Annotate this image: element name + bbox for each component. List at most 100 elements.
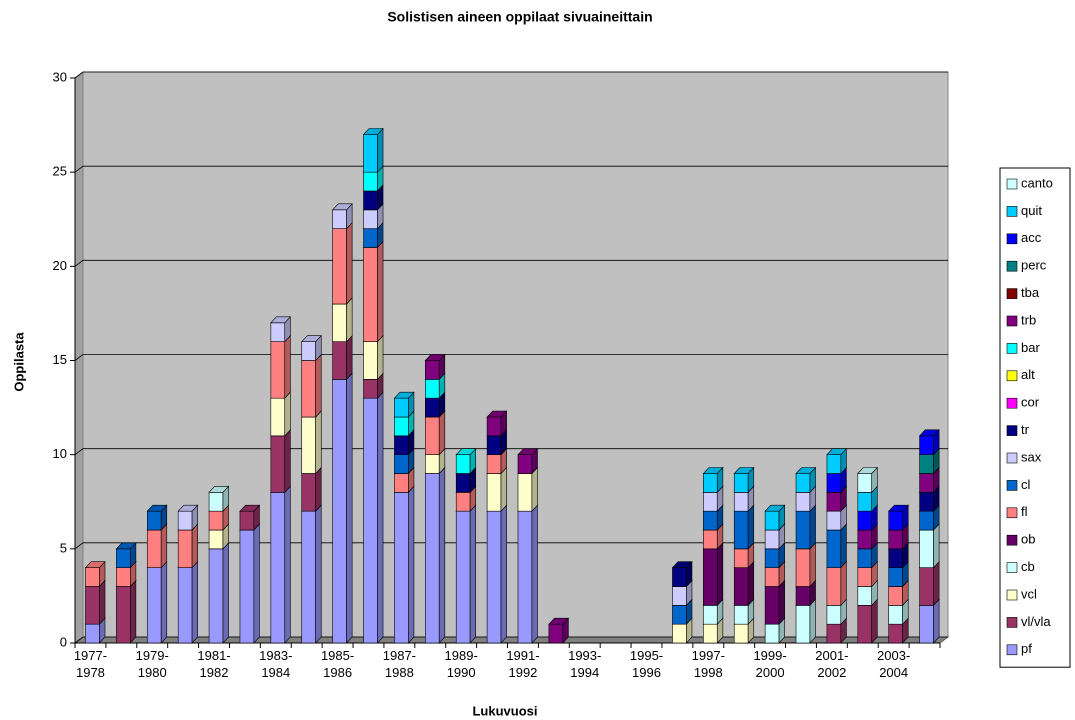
- bar: [301, 341, 316, 361]
- bar: [270, 322, 286, 342]
- bar: [703, 473, 718, 493]
- bar-side: [747, 504, 755, 550]
- bar: [888, 623, 903, 644]
- bar: [208, 510, 224, 531]
- bar: [208, 529, 224, 550]
- grid-line: [74, 71, 948, 79]
- bar-segment: [270, 334, 292, 399]
- bar-segment: [424, 353, 446, 381]
- bar: [363, 397, 378, 644]
- bar: [363, 379, 378, 399]
- legend-swatch: [1006, 343, 1018, 354]
- bar: [208, 548, 224, 644]
- bar: [486, 510, 502, 644]
- legend-label: acc: [1021, 230, 1042, 245]
- bar-segment: [331, 334, 353, 381]
- bar: [363, 341, 378, 380]
- bar: [332, 209, 347, 229]
- legend-swatch: [1006, 233, 1018, 245]
- bar: [363, 247, 378, 342]
- bar-side: [840, 523, 847, 569]
- bar: [826, 492, 842, 512]
- bar: [733, 605, 749, 625]
- bar: [795, 605, 811, 644]
- bar: [826, 623, 842, 644]
- bar: [455, 510, 471, 644]
- bar-side: [809, 598, 816, 644]
- bar-side: [284, 391, 291, 437]
- bar: [857, 529, 873, 550]
- bar: [332, 379, 347, 644]
- bar-segment: [146, 523, 168, 569]
- bar-segment: [301, 410, 322, 475]
- bar: [733, 548, 749, 568]
- bar-top: [270, 316, 292, 324]
- bar-segment: [270, 429, 292, 494]
- bar-segment: [826, 447, 848, 475]
- legend-swatch: [1006, 507, 1018, 519]
- bar: [857, 605, 873, 644]
- bar: [363, 190, 378, 211]
- x-tick-label: 1983-1984: [259, 648, 292, 680]
- bar: [672, 623, 687, 644]
- bar: [826, 510, 842, 531]
- bar-top: [146, 504, 168, 512]
- bar: [795, 548, 811, 587]
- bar: [919, 529, 934, 568]
- bar-segment: [208, 542, 230, 644]
- bar-segment: [146, 504, 168, 531]
- bar-segment: [146, 560, 168, 644]
- bar-side: [160, 560, 168, 644]
- bar-top: [548, 617, 570, 625]
- bar-segment: [208, 485, 230, 512]
- bar-top: [764, 504, 786, 512]
- bar-segment: [362, 221, 384, 249]
- legend-swatch: [1006, 206, 1018, 217]
- bar: [270, 397, 286, 437]
- bar: [795, 492, 811, 512]
- legend-label: tr: [1021, 422, 1030, 437]
- bar: [795, 510, 811, 550]
- bar-side: [377, 334, 384, 381]
- bar-top: [84, 561, 106, 568]
- bar: [672, 586, 687, 606]
- bar-side: [933, 560, 940, 607]
- bar: [888, 586, 903, 606]
- bar-side: [315, 466, 322, 512]
- bar-segment: [764, 579, 786, 625]
- chart-title: Solistisen aineen oppilaat sivuaineittai…: [387, 9, 652, 25]
- bar-side: [160, 523, 168, 569]
- bar-side: [99, 579, 106, 625]
- bar-segment: [857, 598, 879, 644]
- legend-label: quit: [1021, 203, 1042, 218]
- bar-segment: [362, 391, 384, 644]
- bar-side: [284, 485, 291, 644]
- bar: [146, 567, 162, 644]
- bar: [795, 586, 811, 606]
- bar-segment: [733, 560, 755, 607]
- bar: [888, 567, 903, 587]
- bar-side: [315, 410, 322, 475]
- bar-top: [918, 429, 940, 437]
- bar: [425, 473, 440, 644]
- legend-swatch: [1006, 315, 1018, 327]
- bar: [919, 605, 934, 644]
- bar-segment: [362, 334, 384, 381]
- legend-label: pf: [1021, 641, 1032, 656]
- bar: [85, 567, 100, 587]
- bar-segment: [486, 466, 508, 512]
- bar-top: [208, 486, 230, 493]
- legend-swatch: [1006, 644, 1018, 656]
- bar: [394, 454, 409, 474]
- bar: [486, 435, 502, 455]
- legend-label: bar: [1021, 340, 1040, 355]
- bar-segment: [115, 542, 137, 569]
- grid-line: [74, 542, 948, 550]
- bar: [826, 473, 842, 493]
- bar-top: [888, 504, 909, 512]
- bar: [425, 454, 440, 474]
- bar-top: [733, 467, 755, 474]
- bar-side: [346, 221, 353, 305]
- bar-segment: [826, 560, 848, 607]
